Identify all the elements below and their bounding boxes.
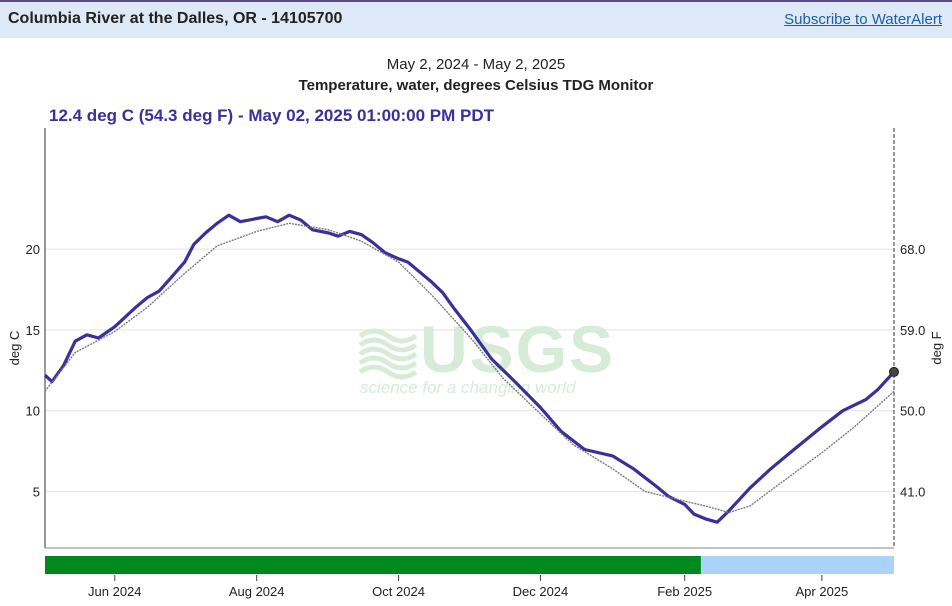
site-header: Columbia River at the Dalles, OR - 14105… xyxy=(0,0,952,38)
x-tick-label: Feb 2025 xyxy=(657,584,712,599)
x-tick-label: Aug 2024 xyxy=(229,584,285,599)
y-axis-title-right: deg F xyxy=(929,331,944,364)
x-tick-label: Apr 2025 xyxy=(796,584,849,599)
watermark-wave xyxy=(358,364,418,380)
approved-data-bar xyxy=(45,556,701,574)
x-tick-label: Oct 2024 xyxy=(372,584,425,599)
y-tick-label-left: 20 xyxy=(26,242,40,257)
chart-parameter-title: Temperature, water, degrees Celsius TDG … xyxy=(298,77,654,94)
y-tick-label-left: 15 xyxy=(26,323,40,338)
provisional-data-bar xyxy=(700,556,894,574)
site-title: Columbia River at the Dalles, OR - 14105… xyxy=(8,10,343,27)
comparison-series-line xyxy=(44,222,895,514)
x-tick-label: Jun 2024 xyxy=(88,584,142,599)
watermark-tagline: science for a changing world xyxy=(360,378,576,397)
y-tick-label-left: 5 xyxy=(33,484,40,499)
y-axis-title-left: deg C xyxy=(7,331,22,366)
y-tick-label-right: 50.0 xyxy=(900,404,925,419)
watermark-wave xyxy=(358,355,418,371)
watermark-logo-text: USGS xyxy=(420,312,615,386)
y-tick-label-right: 59.0 xyxy=(900,323,925,338)
y-tick-label-left: 10 xyxy=(26,404,40,419)
chart-date-range: May 2, 2024 - May 2, 2025 xyxy=(386,56,566,73)
subscribe-wateralert-link[interactable]: Subscribe to WaterAlert xyxy=(784,11,942,28)
watermark-wave xyxy=(358,328,418,344)
current-value-marker[interactable] xyxy=(889,366,899,377)
watermark-wave xyxy=(358,337,418,353)
current-reading-label: 12.4 deg C (54.3 deg F) - May 02, 2025 0… xyxy=(49,106,495,125)
x-tick-label: Dec 2024 xyxy=(513,584,569,599)
y-tick-label-right: 68.0 xyxy=(900,242,925,257)
watermark-wave xyxy=(358,346,418,362)
current-year-series-line xyxy=(43,213,896,524)
y-tick-label-right: 41.0 xyxy=(900,484,925,499)
